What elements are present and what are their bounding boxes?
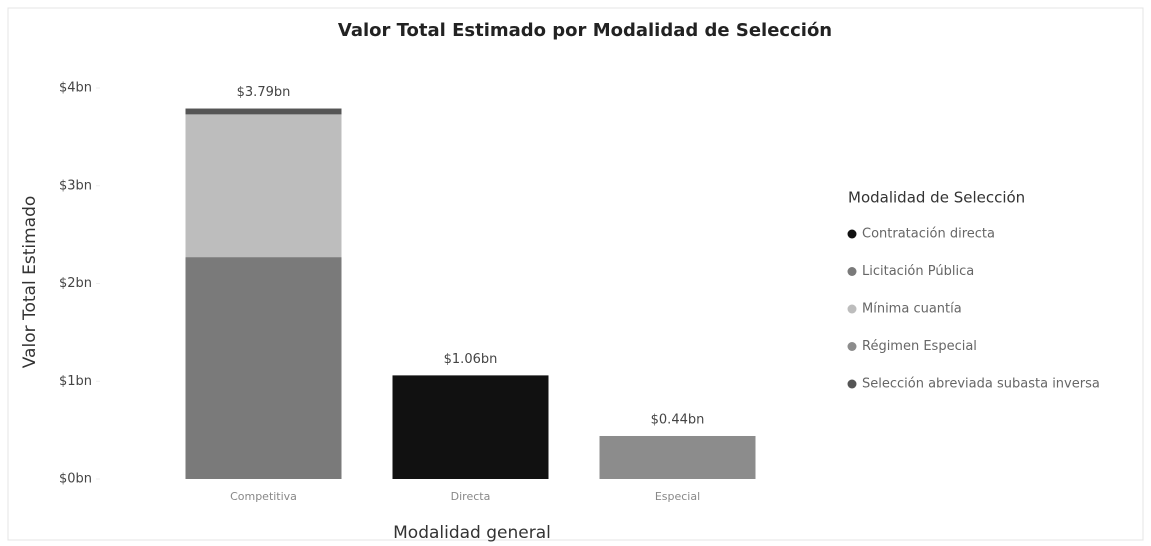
legend-title: Modalidad de Selección: [848, 189, 1025, 207]
y-axis-title: Valor Total Estimado: [20, 196, 40, 369]
total-label: $3.79bn: [237, 85, 291, 100]
y-tick-label: $2bn: [59, 276, 92, 291]
legend-label: Licitación Pública: [862, 264, 974, 279]
bar-segment: [599, 435, 756, 479]
legend-marker: [847, 229, 857, 239]
legend-label: Contratación directa: [862, 227, 995, 242]
y-tick-label: $4bn: [59, 81, 92, 96]
legend-marker: [847, 304, 857, 314]
legend-label: Mínima cuantía: [862, 302, 962, 317]
legend-label: Selección abreviada subasta inversa: [862, 377, 1100, 392]
legend-marker: [847, 342, 857, 351]
x-tick-label: Directa: [451, 490, 491, 503]
x-tick-label: Especial: [655, 490, 700, 503]
y-tick-label: $0bn: [59, 472, 92, 487]
y-tick-label: $1bn: [59, 374, 92, 389]
total-label: $0.44bn: [651, 412, 705, 427]
bar-segment: [185, 114, 342, 258]
total-label: $1.06bn: [444, 352, 498, 367]
bar-segment: [185, 257, 342, 479]
x-axis-title: Modalidad general: [393, 523, 551, 543]
x-tick-label: Competitiva: [230, 490, 297, 503]
y-tick-label: $3bn: [59, 178, 92, 193]
legend-marker: [847, 267, 857, 276]
legend-marker: [847, 379, 857, 389]
bar-segment: [392, 375, 549, 479]
bar-segment: [185, 108, 342, 115]
chart-title: Valor Total Estimado por Modalidad de Se…: [338, 20, 832, 41]
legend-label: Régimen Especial: [862, 339, 977, 354]
